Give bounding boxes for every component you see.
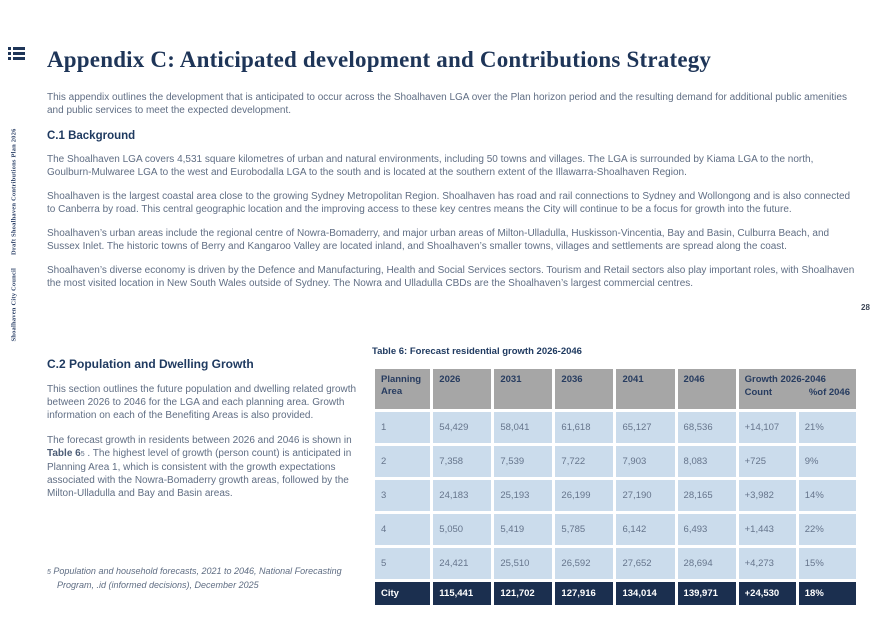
header-2046: 2046	[677, 369, 736, 409]
cell-2041-total: 134,014	[616, 582, 675, 605]
c1-paragraph-3: Shoalhaven’s urban areas include the reg…	[47, 228, 830, 252]
header-growth-title: Growth 2026-2046	[744, 374, 826, 385]
section-c2-heading: C.2 Population and Dwelling Growth	[47, 357, 254, 371]
cell-2031: 58,041	[494, 412, 553, 443]
table-row: 1 54,429 58,041 61,618 65,127 68,536 +14…	[375, 412, 856, 443]
header-planning-area: Planning Area	[375, 369, 431, 409]
cell-area: 2	[375, 446, 431, 477]
forecast-growth-table: Planning Area 2026 2031 2036 2041 2046 G…	[372, 366, 859, 608]
cell-2036-total: 127,916	[555, 582, 614, 605]
cell-2031: 5,419	[494, 514, 553, 545]
footnote: 5 Population and household forecasts, 20…	[47, 565, 377, 591]
cell-area: 3	[375, 480, 431, 511]
cell-growth-count: +4,273	[738, 548, 796, 579]
list-menu-icon-row	[8, 56, 25, 60]
table-row: 2 7,358 7,539 7,722 7,903 8,083 +725 9%	[375, 446, 856, 477]
c1-paragraph-1: The Shoalhaven LGA covers 4,531 square k…	[47, 154, 814, 178]
page-title: Appendix C: Anticipated development and …	[47, 47, 712, 72]
header-2026: 2026	[433, 369, 492, 409]
cell-2041: 27,652	[616, 548, 675, 579]
cell-2046: 28,165	[677, 480, 736, 511]
cell-growth-count: +1,443	[738, 514, 796, 545]
c2-paragraph-1: This section outlines the future populat…	[47, 384, 357, 421]
cell-growth-pct: 9%	[798, 446, 856, 477]
cell-growth-pct-total: 18%	[798, 582, 856, 605]
table-section: Table 6: Forecast residential growth 202…	[372, 346, 859, 608]
header-growth-group: Growth 2026-2046 Count %of 2046	[738, 369, 856, 409]
cell-2026: 24,183	[433, 480, 492, 511]
section-c1-heading: C.1 Background	[47, 130, 136, 142]
sidebar-vertical-title: Shoalhaven City Council Draft Shoalhaven…	[11, 128, 18, 341]
list-menu-icon-row	[8, 46, 25, 50]
cell-2041: 27,190	[616, 480, 675, 511]
header-2041: 2041	[616, 369, 675, 409]
cell-growth-pct: 15%	[798, 548, 856, 579]
list-menu-icon[interactable]	[8, 46, 25, 60]
cell-area: 4	[375, 514, 431, 545]
cell-2036: 61,618	[555, 412, 614, 443]
c2-paragraph-2: The forecast growth in residents between…	[47, 434, 363, 500]
cell-area-total: City	[375, 582, 431, 605]
table-caption: Table 6: Forecast residential growth 202…	[372, 346, 582, 357]
c2-p2-text: The forecast growth in residents between…	[47, 435, 352, 446]
table-row: 4 5,050 5,419 5,785 6,142 6,493 +1,443 2…	[375, 514, 856, 545]
cell-growth-count: +14,107	[738, 412, 796, 443]
table-header-row: Planning Area 2026 2031 2036 2041 2046 G…	[375, 369, 856, 409]
sidebar-plan-name: Draft Shoalhaven Contributions Plan 2026	[10, 128, 18, 255]
cell-growth-pct: 22%	[798, 514, 856, 545]
cell-2026: 7,358	[433, 446, 492, 477]
cell-2036: 5,785	[555, 514, 614, 545]
footnote-text: Population and household forecasts, 2021…	[50, 566, 342, 590]
cell-area: 1	[375, 412, 431, 443]
table-total-row: City 115,441 121,702 127,916 134,014 139…	[375, 582, 856, 605]
c1-paragraph-2: Shoalhaven is the largest coastal area c…	[47, 191, 851, 215]
cell-2031: 25,193	[494, 480, 553, 511]
header-growth-pct: %of 2046	[808, 387, 850, 398]
cell-2036: 26,199	[555, 480, 614, 511]
cell-2046: 68,536	[677, 412, 736, 443]
cell-2031-total: 121,702	[494, 582, 553, 605]
cell-2031: 25,510	[494, 548, 553, 579]
cell-growth-count-total: +24,530	[738, 582, 796, 605]
intro-paragraph: This appendix outlines the development t…	[47, 92, 847, 116]
cell-growth-pct: 14%	[798, 480, 856, 511]
page-number: 28	[861, 303, 870, 312]
cell-growth-count: +3,982	[738, 480, 796, 511]
cell-growth-count: +725	[738, 446, 796, 477]
footnote-reference-mark: 5	[80, 451, 85, 458]
cell-2046-total: 139,971	[677, 582, 736, 605]
cell-2041: 65,127	[616, 412, 675, 443]
cell-2041: 7,903	[616, 446, 675, 477]
table-row: 5 24,421 25,510 26,592 27,652 28,694 +4,…	[375, 548, 856, 579]
cell-area: 5	[375, 548, 431, 579]
cell-2046: 8,083	[677, 446, 736, 477]
cell-2031: 7,539	[494, 446, 553, 477]
header-growth-count: Count	[744, 387, 773, 398]
cell-2046: 28,694	[677, 548, 736, 579]
header-2036: 2036	[555, 369, 614, 409]
table-6-reference: Table 6	[47, 448, 81, 459]
cell-2026: 5,050	[433, 514, 492, 545]
cell-2026-total: 115,441	[433, 582, 492, 605]
sidebar-council-name: Shoalhaven City Council	[10, 267, 18, 342]
header-2031: 2031	[494, 369, 553, 409]
cell-2026: 24,421	[433, 548, 492, 579]
section-c2: C.2 Population and Dwelling Growth This …	[47, 357, 363, 500]
cell-growth-pct: 21%	[798, 412, 856, 443]
footnote-marker: 5	[47, 569, 51, 576]
c2-p2-text-cont: . The highest level of growth (person co…	[47, 448, 352, 499]
cell-2036: 26,592	[555, 548, 614, 579]
main-content: Appendix C: Anticipated development and …	[47, 47, 860, 290]
c1-paragraph-4: Shoalhaven’s diverse economy is driven b…	[47, 265, 855, 289]
cell-2036: 7,722	[555, 446, 614, 477]
table-row: 3 24,183 25,193 26,199 27,190 28,165 +3,…	[375, 480, 856, 511]
cell-2046: 6,493	[677, 514, 736, 545]
cell-2026: 54,429	[433, 412, 492, 443]
cell-2041: 6,142	[616, 514, 675, 545]
list-menu-icon-row	[8, 51, 25, 55]
